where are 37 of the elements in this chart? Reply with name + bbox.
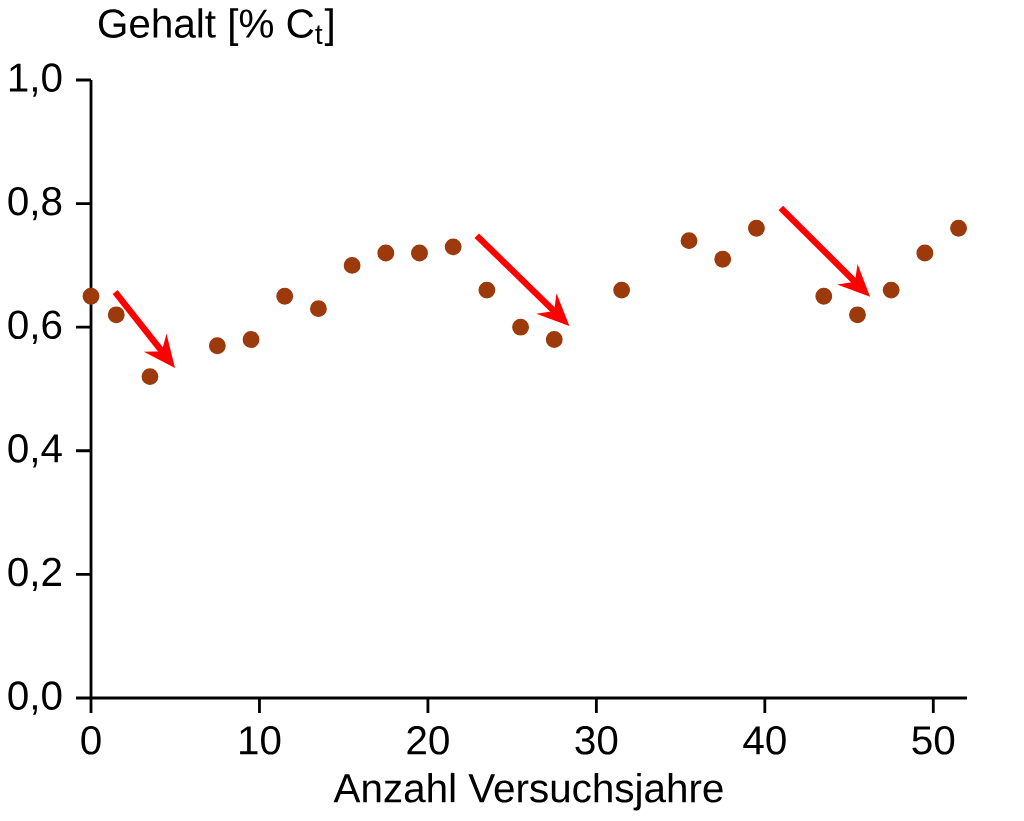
point [916,244,934,262]
point [141,368,159,386]
x-tick-label: 0 [81,725,101,755]
point [714,250,732,268]
y-tick-label: 0,8 [8,186,62,221]
x-tick-label: 10 [240,725,281,755]
y-axis-title: Gehalt [% C$_{t}$] [99,8,333,46]
point [950,219,967,237]
point [377,244,395,262]
point [512,318,529,336]
point [444,238,462,256]
y-tick-label: 0,4 [8,434,62,468]
y-tick-label: 0,2 [8,557,61,592]
x-tick-label: 50 [912,725,955,755]
point [882,281,900,299]
x-axis-title: Anzahl Versuchsjahre [333,772,723,811]
point [276,287,294,305]
x-tick-label: 30 [575,725,618,755]
point [815,287,833,305]
point [680,232,698,250]
y-tick-label: 1,0 [9,63,62,97]
point [208,337,226,355]
point [849,306,866,324]
point [411,244,428,262]
y-tick-label: 0,6 [8,310,62,344]
x-tick-label: 40 [743,725,786,755]
point [747,219,765,237]
point [343,256,361,274]
point [478,281,496,299]
point [613,281,631,299]
point [309,300,327,318]
point [82,287,100,305]
point [242,331,260,348]
point [545,331,563,348]
y-tick-label: 0,0 [8,681,62,715]
point [107,306,125,324]
x-tick-label: 20 [407,725,449,755]
